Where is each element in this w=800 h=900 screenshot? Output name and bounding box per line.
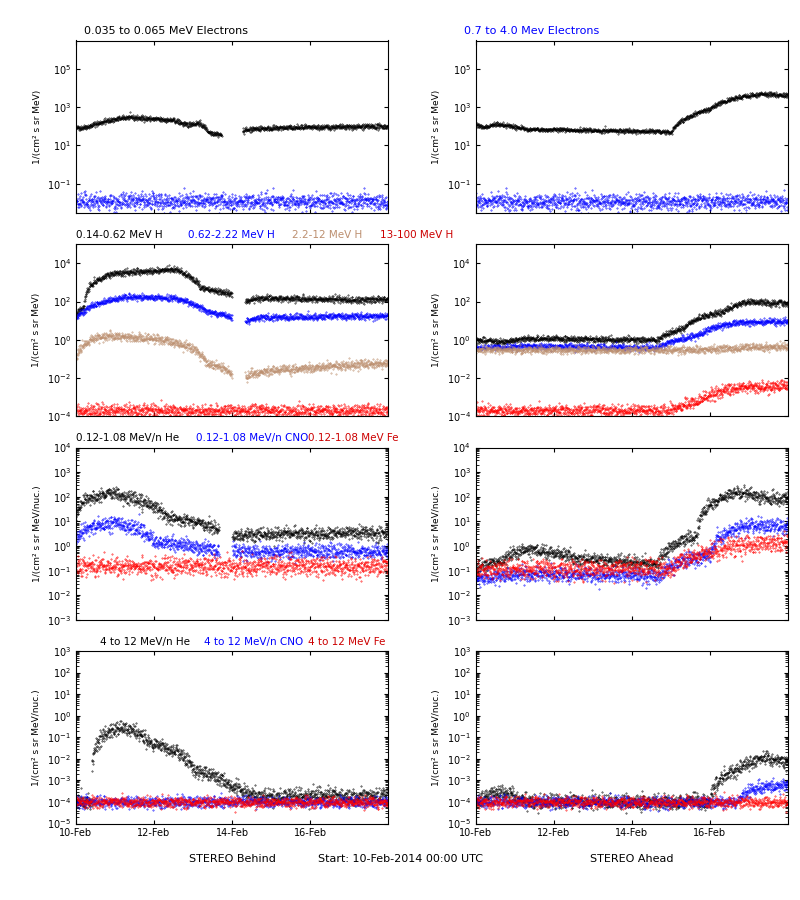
Text: 0.12-1.08 MeV/n CNO: 0.12-1.08 MeV/n CNO <box>196 433 308 443</box>
Text: 4 to 12 MeV/n He: 4 to 12 MeV/n He <box>100 636 190 646</box>
Y-axis label: 1/(cm² s sr MeV): 1/(cm² s sr MeV) <box>433 90 442 164</box>
Text: 4 to 12 MeV/n CNO: 4 to 12 MeV/n CNO <box>204 636 303 646</box>
Y-axis label: 1/(cm² s sr MeV): 1/(cm² s sr MeV) <box>32 293 42 367</box>
Text: 0.14-0.62 MeV H: 0.14-0.62 MeV H <box>76 230 162 239</box>
Text: 0.12-1.08 MeV/n He: 0.12-1.08 MeV/n He <box>76 433 179 443</box>
Text: 0.12-1.08 MeV Fe: 0.12-1.08 MeV Fe <box>308 433 398 443</box>
Text: STEREO Ahead: STEREO Ahead <box>590 854 674 864</box>
Text: 0.62-2.22 MeV H: 0.62-2.22 MeV H <box>188 230 274 239</box>
Text: 4 to 12 MeV Fe: 4 to 12 MeV Fe <box>308 636 386 646</box>
Y-axis label: 1/(cm² s sr MeV/nuc.): 1/(cm² s sr MeV/nuc.) <box>432 485 442 582</box>
Y-axis label: 1/(cm² s sr MeV): 1/(cm² s sr MeV) <box>33 90 42 164</box>
Text: STEREO Behind: STEREO Behind <box>189 854 275 864</box>
Y-axis label: 1/(cm² s sr MeV/nuc.): 1/(cm² s sr MeV/nuc.) <box>32 689 42 786</box>
Text: 13-100 MeV H: 13-100 MeV H <box>380 230 454 239</box>
Y-axis label: 1/(cm² s sr MeV/nuc.): 1/(cm² s sr MeV/nuc.) <box>432 689 441 786</box>
Y-axis label: 1/(cm² s sr MeV/nuc.): 1/(cm² s sr MeV/nuc.) <box>33 485 42 582</box>
Text: 0.7 to 4.0 Mev Electrons: 0.7 to 4.0 Mev Electrons <box>464 26 599 36</box>
Y-axis label: 1/(cm² s sr MeV): 1/(cm² s sr MeV) <box>432 293 441 367</box>
Text: 2.2-12 MeV H: 2.2-12 MeV H <box>292 230 362 239</box>
Text: 0.035 to 0.065 MeV Electrons: 0.035 to 0.065 MeV Electrons <box>84 26 248 36</box>
Text: Start: 10-Feb-2014 00:00 UTC: Start: 10-Feb-2014 00:00 UTC <box>318 854 482 864</box>
